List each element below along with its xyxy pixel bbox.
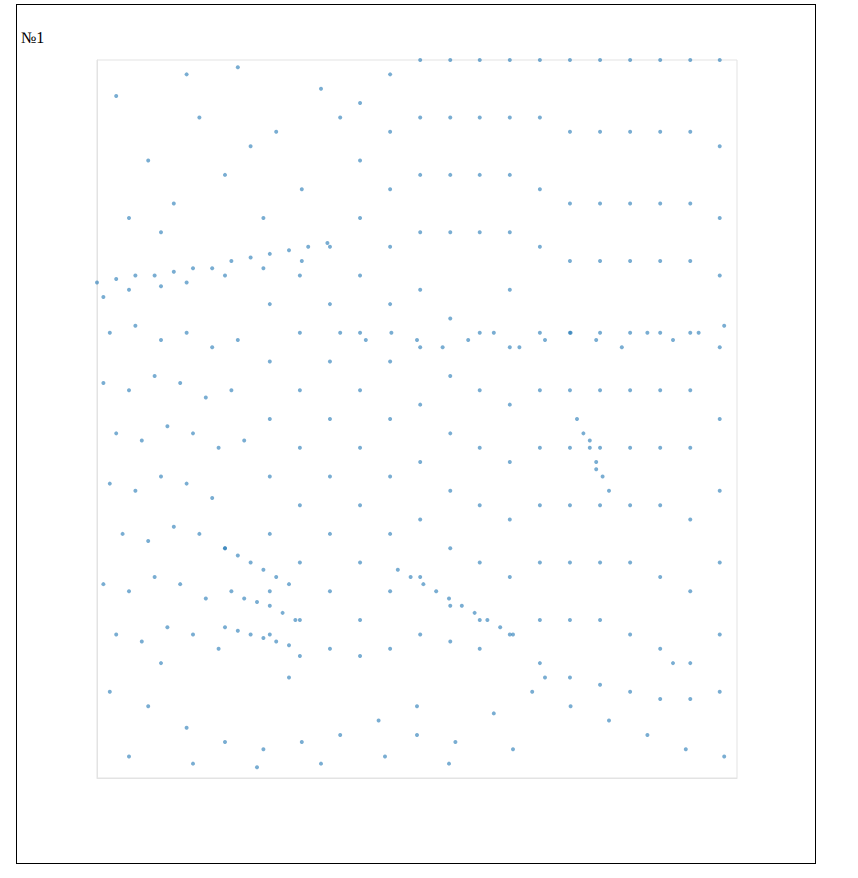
svg-text:№1: №1 [21,29,44,46]
